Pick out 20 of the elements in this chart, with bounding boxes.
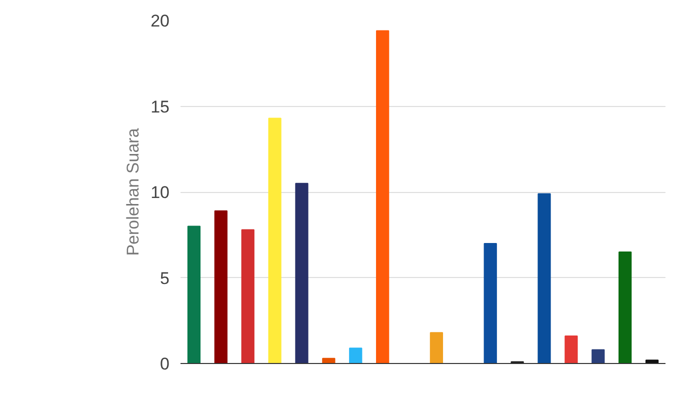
bar	[214, 210, 228, 364]
y-tick-label: 5	[160, 268, 170, 288]
bar	[564, 336, 578, 364]
y-tick-label: 15	[150, 97, 170, 116]
bar	[376, 30, 390, 364]
bar	[322, 358, 336, 364]
bar	[187, 226, 201, 364]
y-tick-label: 0	[160, 354, 170, 374]
bar	[241, 229, 254, 364]
bar	[484, 242, 497, 364]
bar	[538, 193, 551, 364]
bar	[295, 182, 308, 364]
bar	[430, 332, 444, 364]
y-tick-label: 10	[150, 183, 170, 202]
bar	[349, 348, 362, 364]
bar	[268, 118, 282, 364]
bar	[592, 349, 605, 364]
bar	[618, 252, 632, 364]
y-axis-title: Perolehan Suara	[124, 128, 143, 256]
y-tick-label: 20	[150, 12, 170, 30]
